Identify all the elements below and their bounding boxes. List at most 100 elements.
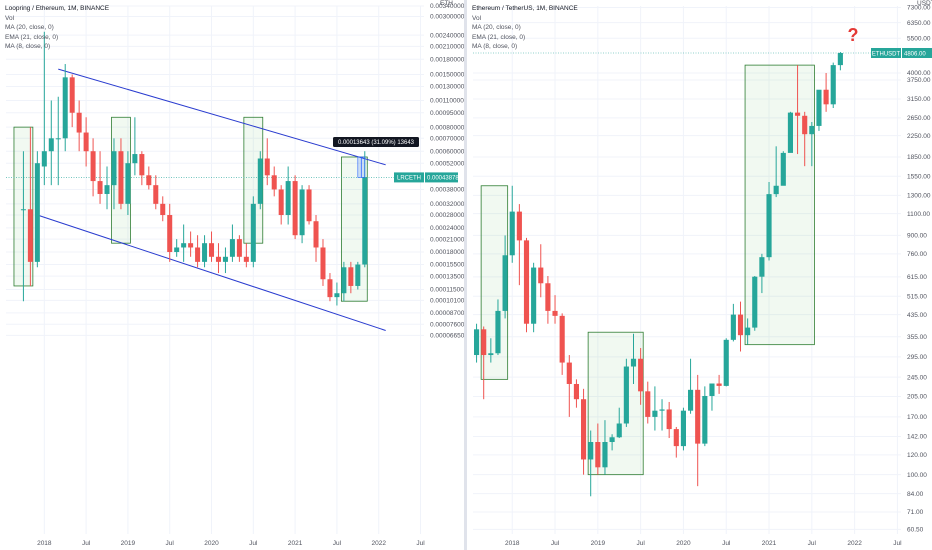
left-candle-body [76,112,82,133]
left-candle-body [111,151,117,186]
right-candle-body [509,211,515,256]
right-y-tick-label: 205.00 [907,394,927,401]
right-candle-body [702,395,708,444]
left-x-tick-label: Jul [333,540,342,547]
right-candle-body [481,329,487,356]
right-candle-body [780,152,786,186]
right-y-tick-label: 435.00 [907,312,927,319]
left-chart-panel[interactable]: 0.00340000 0.00300000 0.00240000 0.00210000… [0,0,464,550]
left-candle-body [306,189,312,222]
right-price-tag-value: 4806.00 [904,51,926,57]
right-candle-body [837,52,843,66]
left-x-tick-label: Jul [166,540,175,547]
lrceth-chart[interactable]: 0.00340000 0.00300000 0.00240000 0.00210000… [0,0,464,550]
right-axis-unit: USDT [917,0,932,7]
left-y-tick-label: 0.00032000 [430,201,464,208]
right-candle-body [766,194,772,258]
right-x-tick-label: Jul [636,540,645,547]
right-y-tick-label: 7300.00 [907,5,931,12]
left-candle-body [174,247,180,253]
left-candle-body [320,247,326,280]
right-y-tick-label: 6350.00 [907,20,931,27]
left-candle-body [132,154,138,164]
left-y-tick-label: 0.00013500 [430,273,464,280]
right-candle-body [809,125,815,135]
right-candle-body [745,327,751,336]
left-y-tick-label: 0.00007600 [430,321,464,328]
left-y-tick-label: 0.00110000 [430,98,464,105]
left-channel-line [58,68,386,166]
right-legend-title: Ethereum / TetherUS, 1M, BINANCE [472,5,578,12]
right-candle-body [473,329,480,356]
right-candle-body [787,112,794,153]
right-y-tick-label: 615.00 [907,274,927,281]
left-y-tick-label: 0.00300000 [430,14,464,21]
right-candle-body [531,267,537,324]
left-y-tick-label: 0.00006650 [430,333,464,340]
left-candle-body [362,177,368,265]
left-y-tick-label: 0.00130000 [430,84,464,91]
left-candle-body [264,158,270,176]
right-x-tick-label: Jul [551,540,560,547]
left-y-tick-label: 0.00180000 [430,56,464,63]
left-y-tick-label: 0.00095000 [430,110,464,117]
measure-label-box [333,136,419,147]
right-candle-body [666,409,672,430]
left-y-tick-label: 0.00060000 [430,148,464,155]
right-y-tick-label: 60.50 [907,527,924,534]
left-candle-body [34,163,40,262]
left-candle-body [222,256,228,262]
right-y-tick-label: 1850.00 [907,154,931,161]
right-candle-body [616,423,622,438]
right-candle-body [687,389,694,411]
left-legend-ema21: EMA (21, close, 0) [5,33,59,41]
left-candle-body [167,215,173,253]
left-candle-body [313,221,319,248]
right-y-tick-label: 3150.00 [907,96,931,103]
left-symbol-tag [394,172,424,183]
right-candle-body [573,383,580,400]
right-legend-ema21: EMA (21, close, 0) [472,33,526,41]
left-candle-body [97,181,103,194]
right-chart-panel[interactable]: 7300.00 6350.00 5500.00 4000.00 3750.00 3150.… [467,0,932,550]
right-x-tick-label: Jul [893,540,902,547]
left-candle-body [355,264,361,286]
panel-divider[interactable] [464,0,467,550]
left-x-tick-label: Jul [249,540,258,547]
left-candle-body [202,243,208,262]
right-legend-ma20: MA (20, close, 0) [472,24,521,32]
right-candle-body [580,399,587,460]
left-candle-body [160,203,166,216]
left-y-tick-label: 0.00015500 [430,262,464,269]
right-candle-body [602,442,608,468]
right-y-tick-label: 100.00 [907,472,927,479]
right-symbol-tag [871,47,901,58]
right-candle-body [630,358,637,367]
left-y-tick-label: 0.00052000 [430,160,464,167]
left-candle-body [153,185,159,204]
right-legend-vol: Vol [472,14,482,22]
right-x-tick-label: 2021 [762,540,777,547]
left-y-tick-label: 0.00038000 [430,187,464,194]
left-candle-body [104,185,110,194]
left-y-tick-label: 0.00024000 [430,225,464,232]
right-candle-body [709,383,715,396]
left-candle-body [181,243,187,248]
right-candle-body [816,89,822,126]
left-x-tick-label: Jul [416,540,425,547]
left-candle-body [118,151,124,204]
right-candle-body [680,410,687,447]
right-y-tick-label: 245.00 [907,374,927,381]
right-y-tick-label: 2650.00 [907,115,931,122]
right-y-tick-label: 295.00 [907,354,927,361]
right-candle-body [609,437,615,443]
right-price-tag [902,47,932,58]
right-y-tick-label: 1550.00 [907,173,931,180]
left-candle-body [62,77,68,139]
right-candle-body [552,310,558,316]
right-candle-body [588,442,594,460]
left-y-tick-label: 0.00021000 [430,236,464,243]
left-candle-body [139,154,145,176]
right-candle-body [802,115,808,135]
